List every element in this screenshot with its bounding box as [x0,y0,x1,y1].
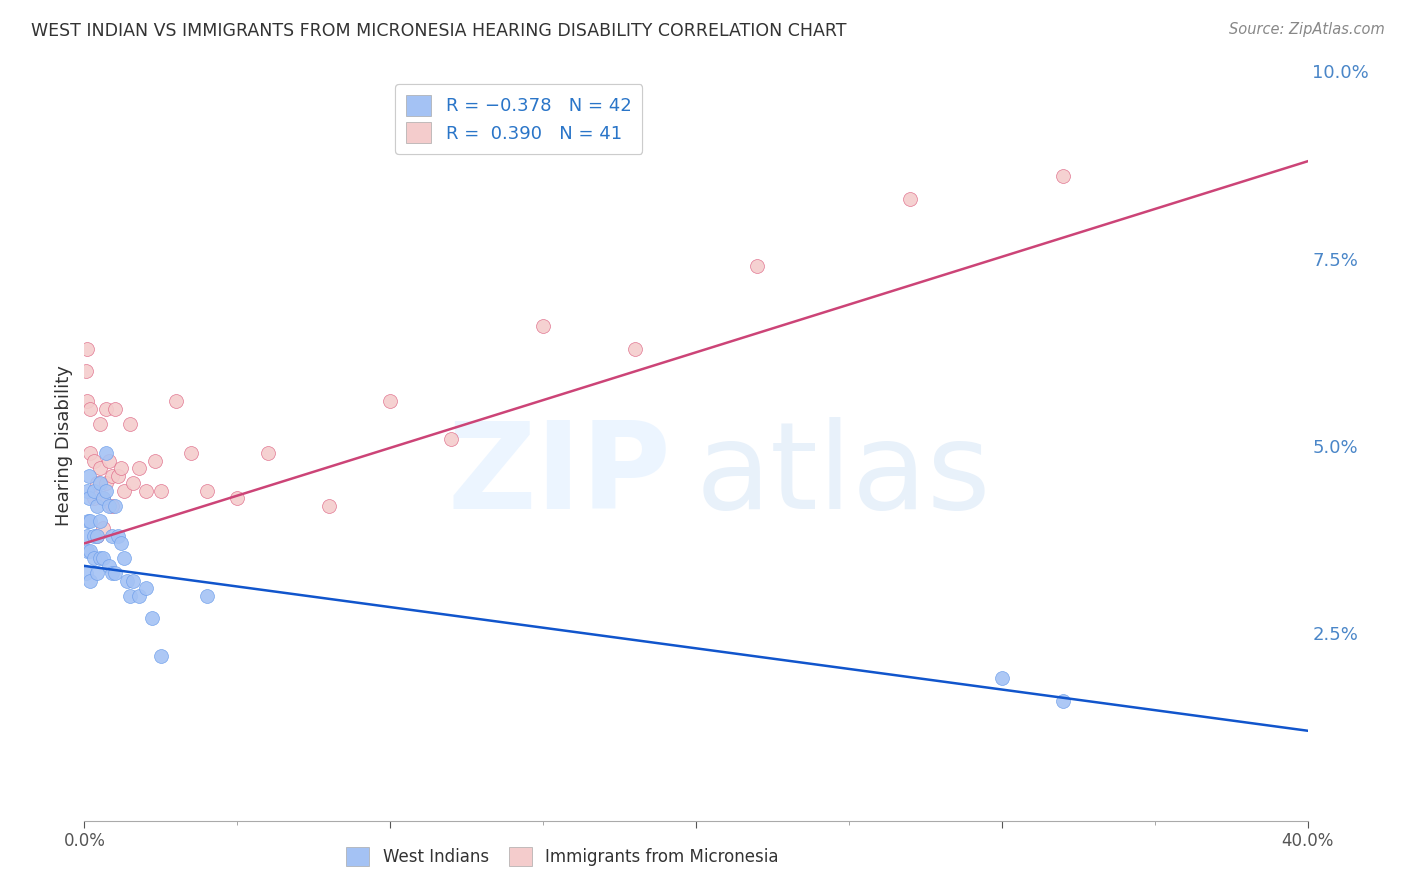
Point [97,499,120,513]
Point [104,499,127,513]
Point [1052,694,1074,708]
Point [79,574,101,588]
Point [112,483,135,498]
Point [149,483,172,498]
Point [440,432,463,446]
Point [97,454,120,468]
Point [380,394,402,409]
Text: atlas: atlas [696,417,991,534]
Point [76,544,98,558]
Point [89,551,111,566]
Point [747,259,769,273]
Point [143,454,166,468]
Point [86,529,108,543]
Point [1052,169,1074,184]
Point [991,671,1014,685]
Legend: R = −0.378   N = 42, R =  0.390   N = 41: R = −0.378 N = 42, R = 0.390 N = 41 [395,84,643,153]
Point [83,483,105,498]
Point [128,461,150,475]
Point [91,491,114,506]
Point [122,574,145,588]
Point [83,551,105,566]
Point [83,491,105,506]
Point [624,342,647,356]
Point [101,499,124,513]
Point [107,469,129,483]
Point [86,566,108,581]
Y-axis label: Hearing Disability: Hearing Disability [55,366,73,526]
Text: Source: ZipAtlas.com: Source: ZipAtlas.com [1229,22,1385,37]
Point [180,446,202,460]
Point [122,476,145,491]
Point [89,461,111,475]
Point [77,514,100,528]
Point [76,483,98,498]
Point [165,394,187,409]
Point [94,483,117,498]
Point [91,521,114,535]
Point [86,499,108,513]
Point [226,491,249,506]
Point [76,342,98,356]
Point [257,446,280,460]
Point [107,529,129,543]
Point [76,394,98,409]
Point [83,529,105,543]
Point [101,469,124,483]
Point [195,483,218,498]
Point [195,589,218,603]
Point [97,558,120,573]
Point [318,499,340,513]
Point [91,491,114,506]
Point [91,551,114,566]
Point [79,401,101,416]
Point [135,483,157,498]
Point [110,461,132,475]
Point [141,611,163,625]
Point [94,476,117,491]
Text: ZIP: ZIP [447,417,672,534]
Point [101,529,124,543]
Point [77,491,100,506]
Point [120,417,142,431]
Point [94,401,117,416]
Point [120,589,142,603]
Point [75,364,97,378]
Point [135,582,157,596]
Point [89,476,111,491]
Point [104,401,127,416]
Point [101,566,124,581]
Point [75,566,97,581]
Point [104,566,127,581]
Point [79,544,101,558]
Point [94,446,117,460]
Point [898,192,921,206]
Point [83,454,105,468]
Point [77,469,100,483]
Legend: West Indians, Immigrants from Micronesia: West Indians, Immigrants from Micronesia [337,838,787,875]
Point [76,529,98,543]
Point [128,589,150,603]
Point [110,536,132,550]
Point [79,514,101,528]
Point [86,529,108,543]
Point [79,446,101,460]
Point [89,417,111,431]
Point [531,319,554,334]
Text: WEST INDIAN VS IMMIGRANTS FROM MICRONESIA HEARING DISABILITY CORRELATION CHART: WEST INDIAN VS IMMIGRANTS FROM MICRONESI… [31,22,846,40]
Point [112,551,135,566]
Point [86,476,108,491]
Point [115,574,138,588]
Point [149,648,172,663]
Point [89,514,111,528]
